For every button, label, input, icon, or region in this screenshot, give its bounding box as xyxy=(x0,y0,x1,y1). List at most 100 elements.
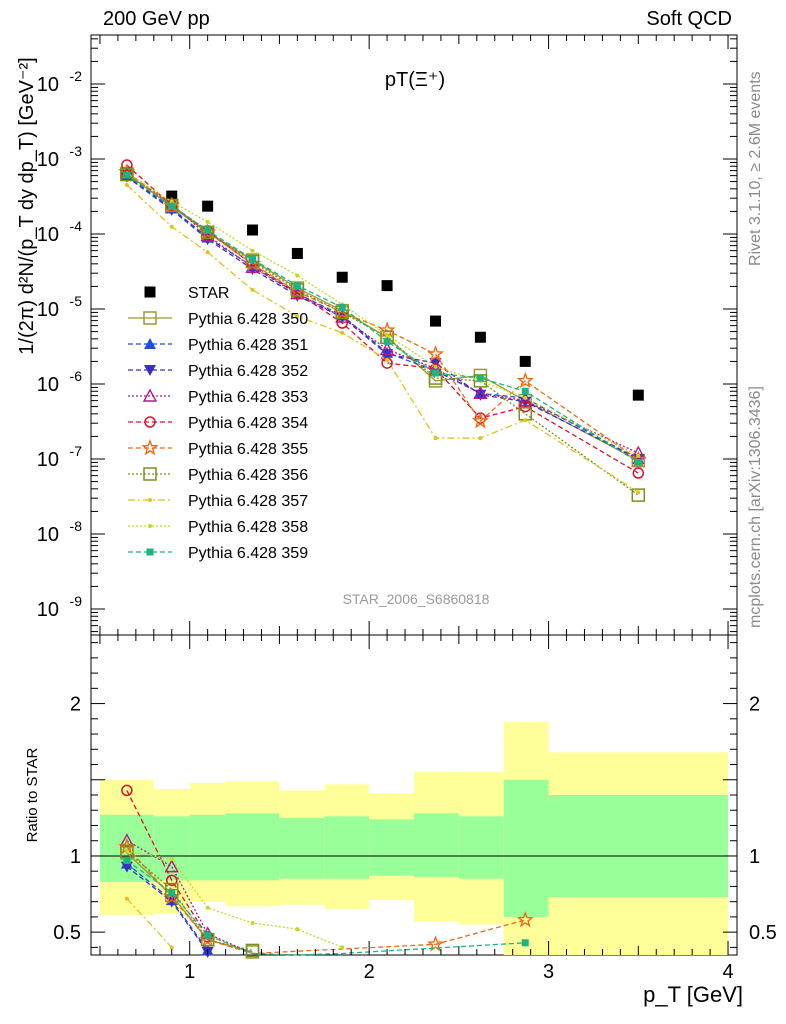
ratio-point xyxy=(124,896,129,901)
data-point xyxy=(430,315,442,327)
y-tick-label: 10 xyxy=(37,599,59,621)
ratio-point xyxy=(205,905,210,910)
data-point xyxy=(521,387,529,395)
legend-label: Pythia 6.428 352 xyxy=(188,363,308,380)
series-line xyxy=(126,171,639,454)
legend-entry: Pythia 6.428 355 xyxy=(128,438,308,458)
data-point xyxy=(295,273,300,278)
legend-marker xyxy=(148,524,152,528)
legend-marker xyxy=(142,388,158,402)
ratio-point xyxy=(124,849,129,854)
legend-label: Pythia 6.428 353 xyxy=(188,389,308,406)
data-point xyxy=(288,282,306,300)
data-point xyxy=(291,247,303,259)
data-point xyxy=(636,453,641,458)
y-tick-exponent: -9 xyxy=(70,593,83,609)
data-point xyxy=(432,369,440,377)
y-tick-label: 10 xyxy=(37,374,59,396)
data-point xyxy=(516,371,534,389)
data-point xyxy=(478,436,483,441)
watermark: STAR_2006_S6860818 xyxy=(343,591,490,607)
data-point xyxy=(433,364,438,369)
data-point xyxy=(249,255,256,263)
data-point xyxy=(250,287,255,292)
y-tick-exponent: -7 xyxy=(70,443,83,459)
legend-label: Pythia 6.428 357 xyxy=(188,493,308,510)
ratio-point xyxy=(168,889,176,897)
y-tick-exponent: -2 xyxy=(70,68,83,84)
legend-entry: Pythia 6.428 352 xyxy=(128,363,308,380)
data-point xyxy=(202,200,214,212)
legend-marker xyxy=(143,467,157,481)
ratio-y-tick-label: 1 xyxy=(70,846,81,868)
y-tick-label: 10 xyxy=(37,299,59,321)
data-point xyxy=(427,345,445,362)
x-tick-label: 4 xyxy=(722,961,733,983)
legend-marker xyxy=(143,311,157,325)
y-tick-exponent: -6 xyxy=(70,368,83,384)
data-point xyxy=(518,393,533,407)
y-tick-exponent: -8 xyxy=(70,518,83,534)
series-line xyxy=(126,174,639,463)
ratio-series-8 xyxy=(124,849,345,950)
data-point xyxy=(523,418,528,423)
main-series-8 xyxy=(124,183,641,495)
ratio-y-tick-label-right: 2 xyxy=(749,694,760,716)
x-tick-label: 2 xyxy=(364,961,375,983)
y-tick-exponent: -3 xyxy=(70,143,83,159)
ratio-point xyxy=(169,945,174,950)
legend-label: Pythia 6.428 351 xyxy=(188,337,308,354)
data-point xyxy=(121,159,133,171)
legend-entry: Pythia 6.428 354 xyxy=(128,415,308,432)
stat-uncertainty-band xyxy=(369,819,414,876)
data-point xyxy=(632,467,645,479)
legend-label: Pythia 6.428 354 xyxy=(188,415,308,432)
legend-marker xyxy=(144,365,156,376)
y-tick-label: 10 xyxy=(37,149,59,171)
ratio-point xyxy=(204,931,212,939)
data-point xyxy=(383,337,391,345)
ratio-point xyxy=(426,935,445,952)
x-axis-label: p_T [GeV] xyxy=(643,982,743,1007)
legend-marker xyxy=(141,438,159,456)
ratio-series-7 xyxy=(124,896,174,950)
legend-entry: STAR xyxy=(144,285,229,302)
legend-label: Pythia 6.428 356 xyxy=(188,467,308,484)
data-point xyxy=(168,202,176,210)
x-tick-label: 1 xyxy=(184,961,195,983)
axes-group: 1 2 3 4 10 -9 10 -8 10 -7 10 -6 10 -5 10 -4 10 -3 10 -2 0.5 0… xyxy=(37,35,777,983)
plot-title: pT(Ξ⁺) xyxy=(385,69,445,91)
ratio-line xyxy=(126,852,253,953)
stat-uncertainty-band xyxy=(324,816,370,879)
legend-label: Pythia 6.428 359 xyxy=(188,545,308,562)
legend-marker xyxy=(148,498,152,502)
data-point xyxy=(433,436,438,441)
data-point xyxy=(519,400,532,413)
y-tick-label: 10 xyxy=(37,449,59,471)
ratio-point xyxy=(121,784,133,797)
ratio-uncertainty-bands xyxy=(91,721,737,955)
legend-entry: Pythia 6.428 356 xyxy=(128,467,308,484)
legend-label: Pythia 6.428 350 xyxy=(188,311,308,328)
ratio-point xyxy=(521,939,529,947)
legend-entry: Pythia 6.428 357 xyxy=(128,493,308,510)
stat-uncertainty-band xyxy=(503,779,549,917)
data-point xyxy=(632,389,644,401)
data-point xyxy=(120,167,134,182)
data-point xyxy=(636,490,641,495)
data-point xyxy=(519,355,531,367)
stat-uncertainty-band xyxy=(153,816,190,881)
stat-uncertainty-band xyxy=(458,816,504,879)
ratio-line xyxy=(126,859,526,956)
data-point xyxy=(199,223,217,240)
ratio-line xyxy=(126,850,343,948)
ratio-point xyxy=(516,911,534,928)
data-point xyxy=(205,219,210,224)
ratio-point xyxy=(120,861,133,873)
legend-label: Pythia 6.428 355 xyxy=(188,441,308,458)
y-axis-label-main: 1/(2π) d²N/(p_T dy dp_T) [GeV⁻²] xyxy=(16,57,38,354)
ratio-line xyxy=(126,840,253,955)
data-point xyxy=(247,224,258,236)
data-point xyxy=(200,225,215,240)
